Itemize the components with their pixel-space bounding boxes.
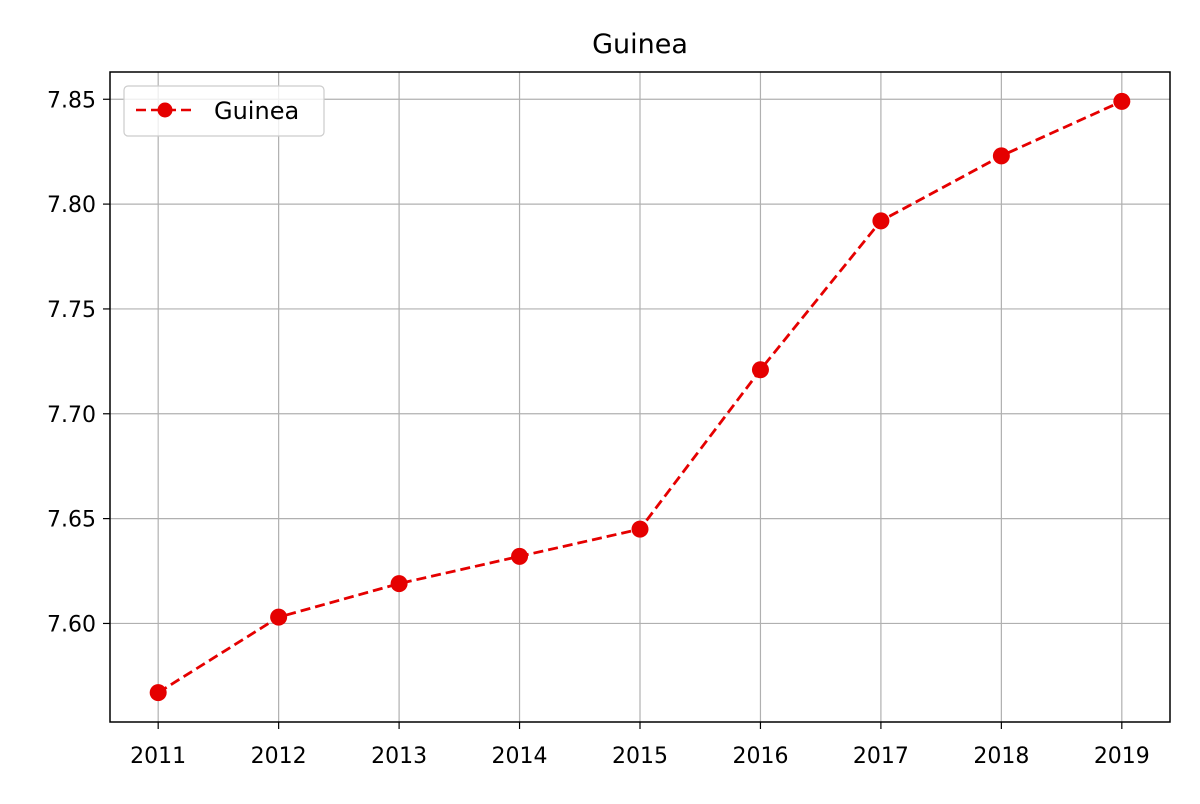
data-point — [1113, 92, 1131, 110]
y-tick-label: 7.75 — [47, 298, 96, 323]
legend: Guinea — [123, 85, 325, 137]
series-layer — [149, 92, 1131, 702]
y-axis-ticks: 7.60 7.65 7.70 7.75 7.80 7.85 — [47, 88, 110, 637]
data-point — [631, 520, 649, 538]
x-tick-label: 2014 — [492, 744, 548, 769]
y-tick-label: 7.80 — [47, 193, 96, 218]
x-tick-label: 2018 — [973, 744, 1029, 769]
legend-marker — [157, 102, 173, 118]
legend-label: Guinea — [214, 97, 299, 125]
x-tick-label: 2016 — [732, 744, 788, 769]
x-tick-label: 2015 — [612, 744, 668, 769]
data-point — [751, 361, 769, 379]
x-tick-label: 2017 — [853, 744, 909, 769]
legend-box — [123, 85, 325, 137]
x-axis-ticks: 2011 2012 2013 2014 2015 2016 2017 2018 2019 — [130, 722, 1150, 769]
data-point — [511, 547, 529, 565]
y-tick-label: 7.70 — [47, 403, 96, 428]
x-tick-label: 2019 — [1094, 744, 1150, 769]
grid-lines — [110, 72, 1170, 722]
y-tick-label: 7.85 — [47, 88, 96, 113]
x-tick-label: 2011 — [130, 744, 186, 769]
data-point — [872, 212, 890, 230]
y-tick-label: 7.65 — [47, 508, 96, 533]
data-point — [270, 608, 288, 626]
data-point — [992, 147, 1010, 165]
x-tick-label: 2013 — [371, 744, 427, 769]
chart-title: Guinea — [592, 29, 688, 60]
data-point — [390, 575, 408, 593]
plot-area-frame — [109, 71, 1171, 723]
x-tick-label: 2012 — [251, 744, 307, 769]
y-tick-label: 7.60 — [47, 612, 96, 637]
data-point — [149, 684, 167, 702]
